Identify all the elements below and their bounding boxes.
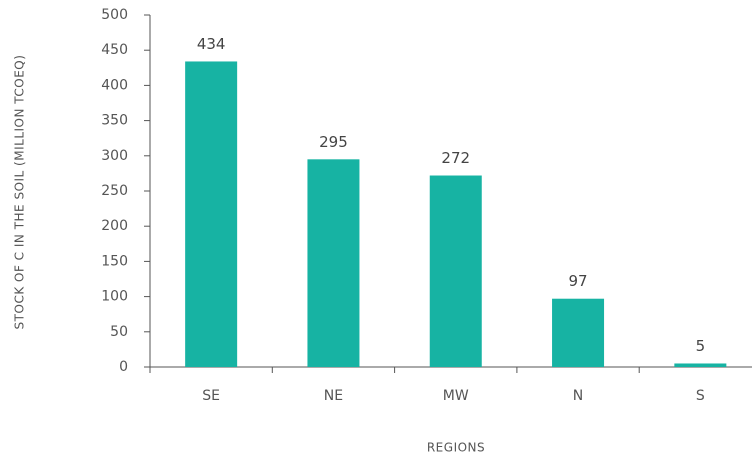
y-tick-label: 300	[101, 148, 128, 164]
bar	[307, 159, 360, 367]
y-axis-label: STOCK OF C IN THE SOIL (MILLION TCOEQ)	[13, 55, 27, 330]
value-label: 295	[319, 133, 348, 151]
y-tick-label: 50	[110, 324, 128, 340]
x-tick-label: MW	[443, 388, 469, 404]
x-axis-label: REGIONS	[427, 441, 485, 455]
bar	[185, 61, 238, 368]
y-tick-label: 200	[101, 218, 128, 234]
x-tick-label: S	[696, 388, 705, 404]
y-tick-label: 450	[101, 42, 128, 58]
y-tick-label: 350	[101, 113, 128, 129]
y-tick-label: 100	[101, 289, 128, 305]
x-tick-label: NE	[324, 388, 343, 404]
x-tick-label: SE	[202, 388, 220, 404]
x-tick-label: N	[573, 388, 583, 404]
value-label: 5	[696, 337, 706, 355]
y-tick-label: 500	[101, 7, 128, 23]
y-tick-label: 400	[101, 77, 128, 93]
bar	[552, 298, 605, 367]
y-tick-label: 0	[119, 359, 128, 375]
value-label: 97	[569, 272, 588, 290]
value-label: 272	[441, 149, 470, 167]
y-tick-label: 250	[101, 183, 128, 199]
value-label: 434	[197, 35, 226, 53]
y-tick-label: 150	[101, 253, 128, 269]
bar	[674, 363, 727, 367]
bar	[429, 175, 482, 367]
